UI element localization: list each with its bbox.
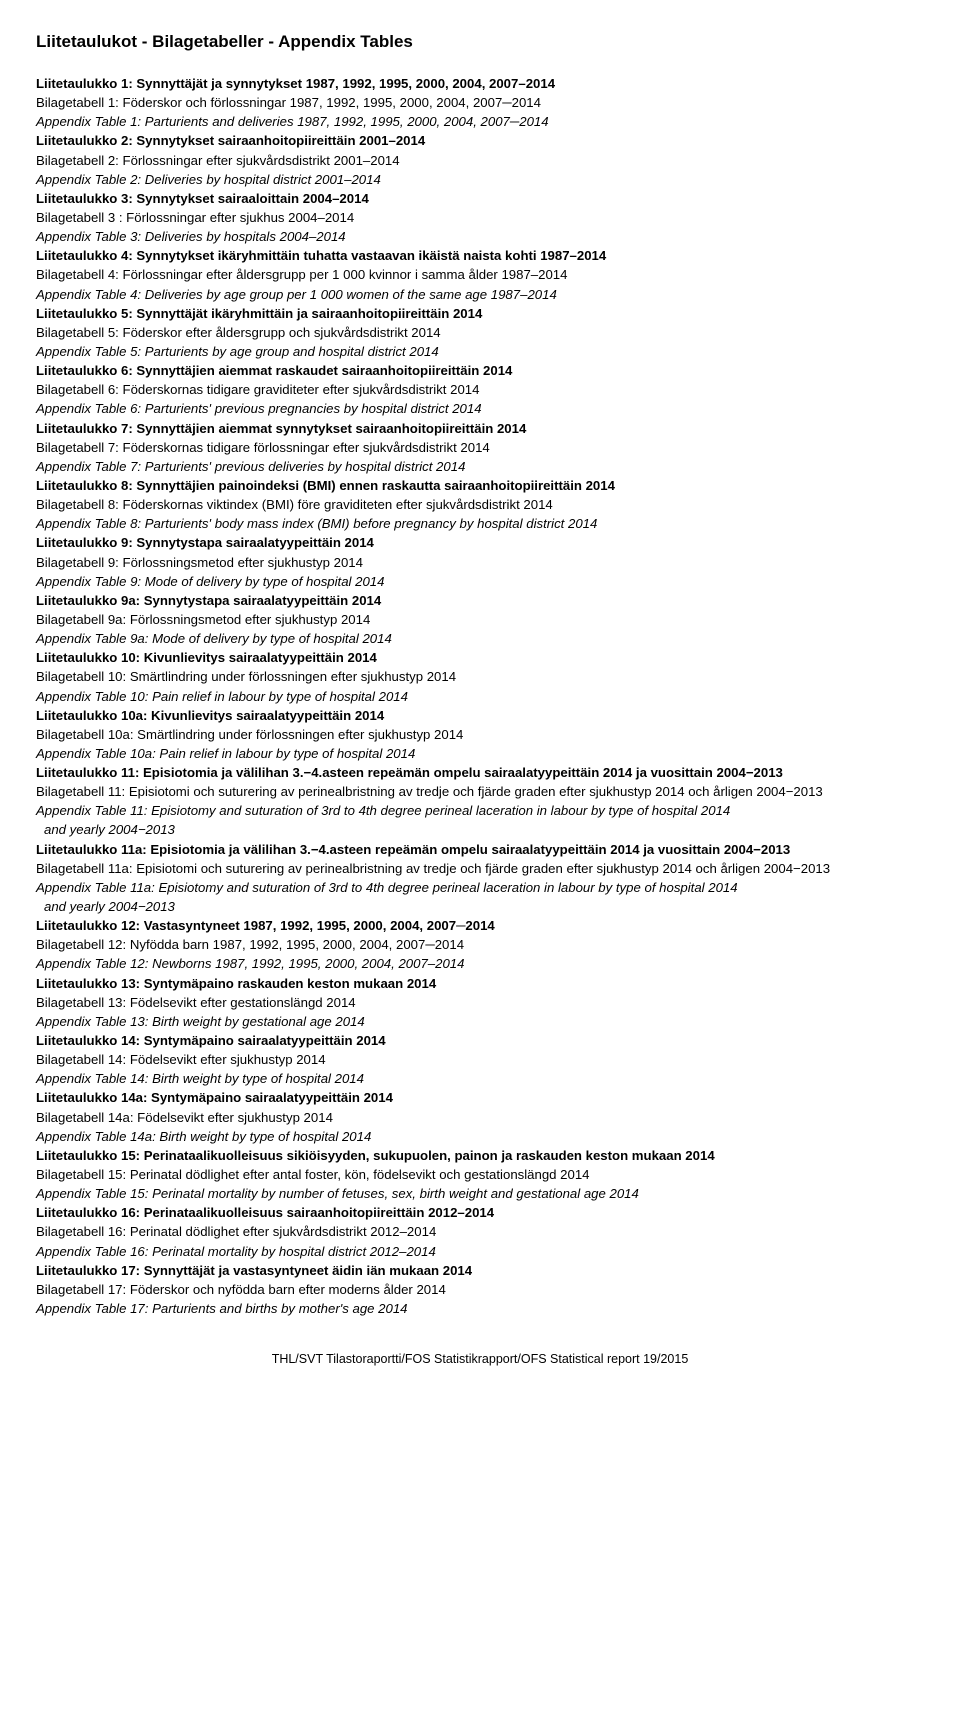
entry-fi: Liitetaulukko 14a: Syntymäpaino sairaala… [36,1088,924,1107]
entry-sv: Bilagetabell 11: Episiotomi och sutureri… [36,782,924,801]
entry-fi: Liitetaulukko 10a: Kivunlievitys sairaal… [36,706,924,725]
entry-sv: Bilagetabell 12: Nyfödda barn 1987, 1992… [36,935,924,954]
entry-fi: Liitetaulukko 9a: Synnytystapa sairaalat… [36,591,924,610]
entry-sv: Bilagetabell 9a: Förlossningsmetod efter… [36,610,924,629]
table-entry: Liitetaulukko 7: Synnyttäjien aiemmat sy… [36,419,924,476]
entry-fi: Liitetaulukko 14: Syntymäpaino sairaalat… [36,1031,924,1050]
entry-en: Appendix Table 3: Deliveries by hospital… [36,227,924,246]
entry-fi: Liitetaulukko 2: Synnytykset sairaanhoit… [36,131,924,150]
entry-fi: Liitetaulukko 10: Kivunlievitys sairaala… [36,648,924,667]
entry-en: Appendix Table 13: Birth weight by gesta… [36,1012,924,1031]
entry-fi: Liitetaulukko 11: Episiotomia ja välilih… [36,763,924,782]
entry-fi: Liitetaulukko 8: Synnyttäjien painoindek… [36,476,924,495]
entry-fi: Liitetaulukko 16: Perinataalikuolleisuus… [36,1203,924,1222]
table-entry: Liitetaulukko 4: Synnytykset ikäryhmittä… [36,246,924,303]
entry-en: Appendix Table 7: Parturients' previous … [36,457,924,476]
table-entry: Liitetaulukko 10a: Kivunlievitys sairaal… [36,706,924,763]
table-entry: Liitetaulukko 14: Syntymäpaino sairaalat… [36,1031,924,1088]
entry-sv: Bilagetabell 14: Födelsevikt efter sjukh… [36,1050,924,1069]
entry-en: Appendix Table 8: Parturients' body mass… [36,514,924,533]
entry-en: Appendix Table 16: Perinatal mortality b… [36,1242,924,1261]
table-entry: Liitetaulukko 5: Synnyttäjät ikäryhmittä… [36,304,924,361]
table-entry: Liitetaulukko 12: Vastasyntyneet 1987, 1… [36,916,924,973]
entry-fi: Liitetaulukko 5: Synnyttäjät ikäryhmittä… [36,304,924,323]
entry-fi: Liitetaulukko 9: Synnytystapa sairaalaty… [36,533,924,552]
page-title: Liitetaulukot - Bilagetabeller - Appendi… [36,32,924,52]
entry-sv: Bilagetabell 9: Förlossningsmetod efter … [36,553,924,572]
entry-sv: Bilagetabell 8: Föderskornas viktindex (… [36,495,924,514]
entry-sv: Bilagetabell 11a: Episiotomi och suturer… [36,859,924,878]
entry-sv: Bilagetabell 13: Födelsevikt efter gesta… [36,993,924,1012]
entry-en: Appendix Table 14a: Birth weight by type… [36,1127,924,1146]
entry-sv: Bilagetabell 4: Förlossningar efter ålde… [36,265,924,284]
table-entry: Liitetaulukko 16: Perinataalikuolleisuus… [36,1203,924,1260]
entry-sv: Bilagetabell 7: Föderskornas tidigare fö… [36,438,924,457]
entry-en: Appendix Table 10a: Pain relief in labou… [36,744,924,763]
entry-fi: Liitetaulukko 13: Syntymäpaino raskauden… [36,974,924,993]
entry-sv: Bilagetabell 15: Perinatal dödlighet eft… [36,1165,924,1184]
entry-fi: Liitetaulukko 3: Synnytykset sairaaloitt… [36,189,924,208]
entry-en-sub: and yearly 2004−2013 [36,820,924,839]
entry-en: Appendix Table 4: Deliveries by age grou… [36,285,924,304]
table-entry: Liitetaulukko 8: Synnyttäjien painoindek… [36,476,924,533]
entry-sv: Bilagetabell 16: Perinatal dödlighet eft… [36,1222,924,1241]
entry-fi: Liitetaulukko 4: Synnytykset ikäryhmittä… [36,246,924,265]
table-entry: Liitetaulukko 1: Synnyttäjät ja synnytyk… [36,74,924,131]
entry-fi: Liitetaulukko 11a: Episiotomia ja välili… [36,840,924,859]
entry-sv: Bilagetabell 14a: Födelsevikt efter sjuk… [36,1108,924,1127]
entry-fi: Liitetaulukko 7: Synnyttäjien aiemmat sy… [36,419,924,438]
entries-list: Liitetaulukko 1: Synnyttäjät ja synnytyk… [36,74,924,1318]
entry-en: Appendix Table 17: Parturients and birth… [36,1299,924,1318]
entry-en: Appendix Table 9a: Mode of delivery by t… [36,629,924,648]
entry-sv: Bilagetabell 5: Föderskor efter åldersgr… [36,323,924,342]
entry-en: Appendix Table 10: Pain relief in labour… [36,687,924,706]
entry-sv: Bilagetabell 2: Förlossningar efter sjuk… [36,151,924,170]
page-container: Liitetaulukot - Bilagetabeller - Appendi… [0,0,960,1394]
entry-en-sub: and yearly 2004−2013 [36,897,924,916]
table-entry: Liitetaulukko 2: Synnytykset sairaanhoit… [36,131,924,188]
entry-fi: Liitetaulukko 12: Vastasyntyneet 1987, 1… [36,916,924,935]
entry-sv: Bilagetabell 3 : Förlossningar efter sju… [36,208,924,227]
entry-en: Appendix Table 6: Parturients' previous … [36,399,924,418]
entry-sv: Bilagetabell 17: Föderskor och nyfödda b… [36,1280,924,1299]
entry-fi: Liitetaulukko 1: Synnyttäjät ja synnytyk… [36,74,924,93]
table-entry: Liitetaulukko 6: Synnyttäjien aiemmat ra… [36,361,924,418]
entry-sv: Bilagetabell 1: Föderskor och förlossnin… [36,93,924,112]
table-entry: Liitetaulukko 3: Synnytykset sairaaloitt… [36,189,924,246]
entry-fi: Liitetaulukko 17: Synnyttäjät ja vastasy… [36,1261,924,1280]
table-entry: Liitetaulukko 11a: Episiotomia ja välili… [36,840,924,917]
entry-en: Appendix Table 9: Mode of delivery by ty… [36,572,924,591]
footer-text: THL/SVT Tilastoraportti/FOS Statistikrap… [36,1352,924,1366]
entry-en: Appendix Table 1: Parturients and delive… [36,112,924,131]
entry-en: Appendix Table 12: Newborns 1987, 1992, … [36,954,924,973]
table-entry: Liitetaulukko 15: Perinataalikuolleisuus… [36,1146,924,1203]
table-entry: Liitetaulukko 9: Synnytystapa sairaalaty… [36,533,924,590]
table-entry: Liitetaulukko 17: Synnyttäjät ja vastasy… [36,1261,924,1318]
table-entry: Liitetaulukko 9a: Synnytystapa sairaalat… [36,591,924,648]
entry-en: Appendix Table 14: Birth weight by type … [36,1069,924,1088]
table-entry: Liitetaulukko 11: Episiotomia ja välilih… [36,763,924,840]
entry-sv: Bilagetabell 10a: Smärtlindring under fö… [36,725,924,744]
table-entry: Liitetaulukko 13: Syntymäpaino raskauden… [36,974,924,1031]
entry-en: Appendix Table 2: Deliveries by hospital… [36,170,924,189]
entry-fi: Liitetaulukko 15: Perinataalikuolleisuus… [36,1146,924,1165]
entry-en: Appendix Table 15: Perinatal mortality b… [36,1184,924,1203]
entry-fi: Liitetaulukko 6: Synnyttäjien aiemmat ra… [36,361,924,380]
entry-en: Appendix Table 11: Episiotomy and sutura… [36,801,924,820]
entry-sv: Bilagetabell 10: Smärtlindring under för… [36,667,924,686]
entry-en: Appendix Table 11a: Episiotomy and sutur… [36,878,924,897]
entry-en: Appendix Table 5: Parturients by age gro… [36,342,924,361]
table-entry: Liitetaulukko 10: Kivunlievitys sairaala… [36,648,924,705]
entry-sv: Bilagetabell 6: Föderskornas tidigare gr… [36,380,924,399]
table-entry: Liitetaulukko 14a: Syntymäpaino sairaala… [36,1088,924,1145]
